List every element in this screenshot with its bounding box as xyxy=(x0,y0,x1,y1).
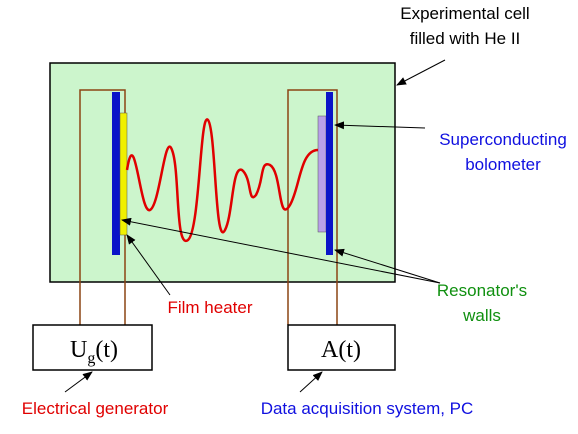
acquisition-label: Data acquisition system, PC xyxy=(261,399,474,418)
cell-label: Experimental cell xyxy=(400,4,529,23)
bolometer xyxy=(317,115,327,233)
bolometer-label: bolometer xyxy=(465,155,541,174)
heater-label: Film heater xyxy=(167,298,252,317)
generator-box-label: Ug(t) xyxy=(70,337,118,367)
resonator-wall xyxy=(112,92,120,255)
wave xyxy=(125,118,319,242)
label: U xyxy=(70,337,87,363)
walls-label: Resonator's xyxy=(437,281,527,300)
resonator-wall xyxy=(326,92,333,255)
cell xyxy=(49,62,396,283)
generator-box xyxy=(32,324,153,371)
acquisition-box-label: A(t) xyxy=(321,337,361,363)
film-heater xyxy=(119,112,128,236)
label: (t) xyxy=(95,337,118,363)
acquisition-box xyxy=(287,324,396,371)
label: g xyxy=(87,350,95,367)
bolometer-label: Superconducting xyxy=(439,130,567,149)
cell-label: filled with He II xyxy=(410,29,521,48)
walls-label: walls xyxy=(462,306,501,325)
generator-label: Electrical generator xyxy=(22,399,169,418)
arrows xyxy=(64,59,446,393)
